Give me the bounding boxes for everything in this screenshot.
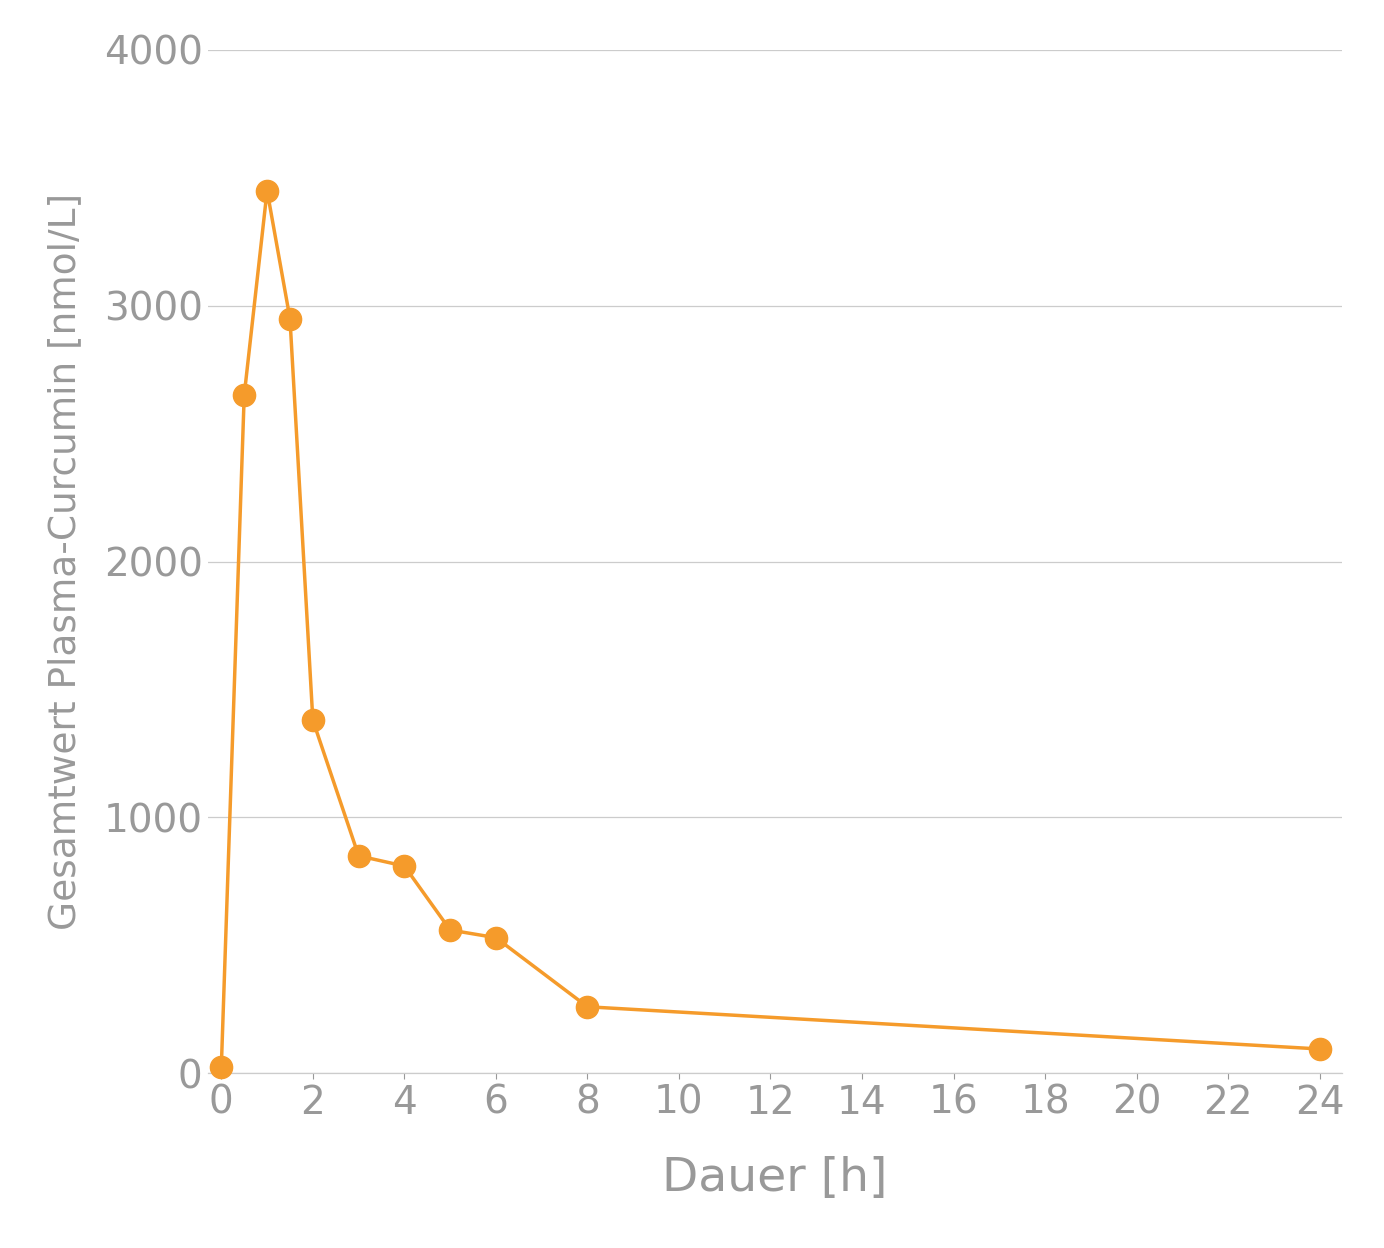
X-axis label: Dauer [h]: Dauer [h] — [663, 1157, 887, 1202]
Y-axis label: Gesamtwert Plasma-Curcumin [nmol/L]: Gesamtwert Plasma-Curcumin [nmol/L] — [47, 193, 83, 930]
